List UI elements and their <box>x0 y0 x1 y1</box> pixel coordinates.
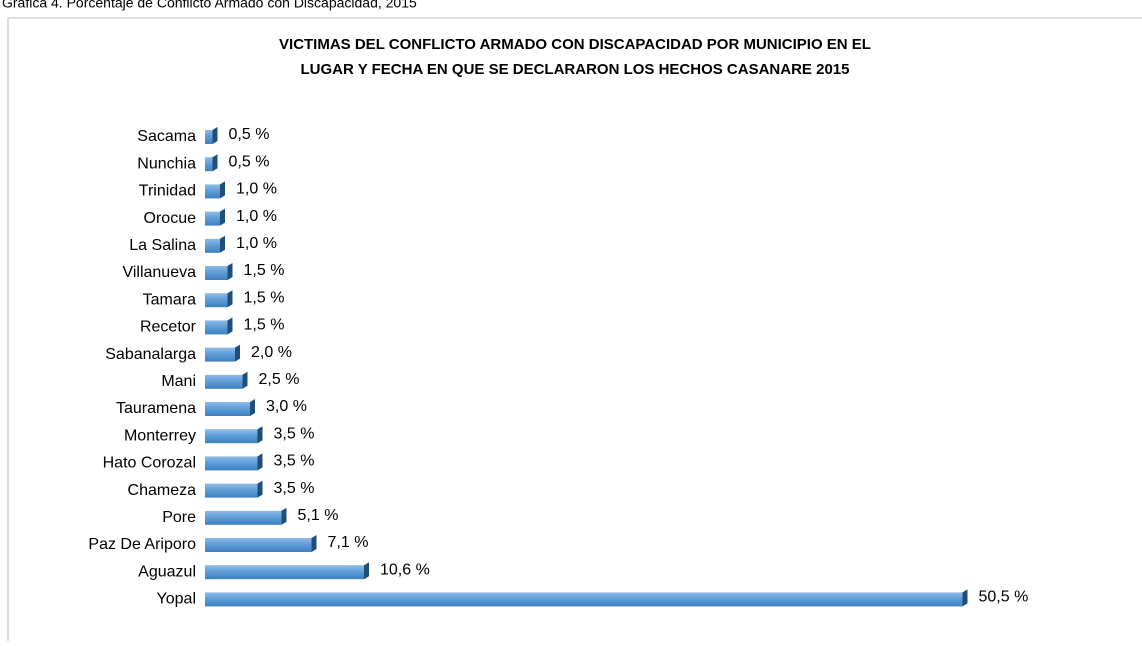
y-tick-label: Mani <box>161 373 196 390</box>
data-label: 1,0 % <box>236 208 277 225</box>
data-label: 10,6 % <box>380 561 430 578</box>
y-tick-label: Villanueva <box>122 264 196 281</box>
y-tick-label: Monterrey <box>124 427 196 444</box>
bar-side <box>311 535 317 552</box>
bar-side <box>257 453 263 471</box>
y-tick-label: Trinidad <box>139 183 196 200</box>
bar <box>205 429 258 444</box>
bar <box>205 510 282 525</box>
bar-side <box>212 127 218 144</box>
y-tick-label: Sabanalarga <box>105 346 196 363</box>
bar-side <box>235 344 240 362</box>
y-tick-label: La Salina <box>129 237 196 254</box>
data-label: 7,1 % <box>328 534 369 551</box>
y-tick-label: Tamara <box>143 291 196 308</box>
y-tick-label: Hato Corozal <box>103 455 196 472</box>
data-label: 1,5 % <box>244 317 285 334</box>
bar <box>205 456 258 471</box>
bar-side <box>220 208 225 226</box>
data-label: 0,5 % <box>229 153 270 170</box>
y-tick-label: Recetor <box>140 319 197 336</box>
y-tick-label: Chameza <box>128 482 197 499</box>
y-tick-label: Tauramena <box>116 400 196 417</box>
bar-side <box>257 426 263 444</box>
bar-side <box>242 371 248 389</box>
bar <box>205 483 258 498</box>
bar <box>205 320 228 335</box>
bar <box>205 157 213 172</box>
data-label: 3,0 % <box>266 398 307 415</box>
data-label: 3,5 % <box>274 453 315 470</box>
bar <box>205 374 243 389</box>
bar <box>205 293 228 308</box>
caption: Gráfica 4. Porcentaje de Conflicto Armad… <box>2 0 417 11</box>
bar <box>205 565 364 580</box>
bar <box>205 184 220 199</box>
bar-side <box>281 507 287 525</box>
y-tick-label: Sacama <box>137 128 196 145</box>
chart-title: VICTIMAS DEL CONFLICTO ARMADO CON DISCAP… <box>279 36 871 53</box>
chart-border <box>7 17 1142 646</box>
data-label: 50,5 % <box>979 589 1029 606</box>
y-tick-label: Paz De Ariporo <box>88 536 196 553</box>
bar <box>205 592 963 607</box>
bar-side <box>227 290 233 308</box>
data-label: 1,0 % <box>236 181 277 198</box>
data-label: 1,5 % <box>244 262 285 279</box>
bar <box>205 211 220 226</box>
bar-side <box>227 317 233 335</box>
y-tick-label: Yopal <box>157 591 196 608</box>
data-label: 1,0 % <box>236 235 277 252</box>
y-tick-label: Pore <box>162 509 196 526</box>
bar-side <box>364 562 369 580</box>
data-label: 3,5 % <box>274 480 315 497</box>
bar-side <box>250 399 255 416</box>
data-label: 1,5 % <box>244 289 285 306</box>
y-tick-label: Nunchia <box>137 155 196 172</box>
bar-side <box>220 181 225 199</box>
chart-title: LUGAR Y FECHA EN QUE SE DECLARARON LOS H… <box>301 61 850 78</box>
bar-side <box>257 480 263 498</box>
y-tick-label: Aguazul <box>138 563 196 580</box>
bar <box>205 402 250 416</box>
bar <box>205 130 213 144</box>
bar-side <box>220 235 225 253</box>
data-label: 2,0 % <box>251 344 292 361</box>
bar-side <box>227 263 233 280</box>
bar <box>205 238 220 253</box>
data-label: 0,5 % <box>229 126 270 143</box>
y-tick-label: Orocue <box>144 210 197 227</box>
data-label: 5,1 % <box>298 507 339 524</box>
data-label: 2,5 % <box>259 371 300 388</box>
data-label: 3,5 % <box>274 425 315 442</box>
bar <box>205 538 312 552</box>
bar <box>205 266 228 280</box>
bar-side <box>212 154 218 172</box>
bar <box>205 347 235 362</box>
bar-side <box>962 589 968 607</box>
